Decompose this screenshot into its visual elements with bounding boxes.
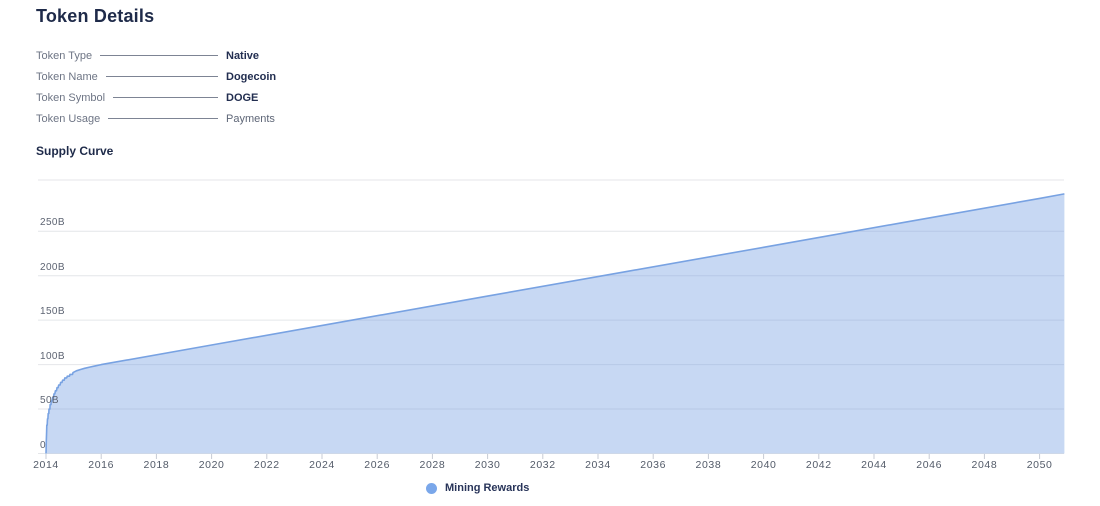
y-axis-label: 200B [40, 261, 65, 273]
y-axis-label: 50B [40, 395, 59, 407]
x-axis-label: 2030 [474, 459, 501, 471]
chart-legend[interactable]: Mining Rewards [426, 482, 529, 494]
legend-label: Mining Rewards [445, 482, 530, 494]
detail-label: Token Name [36, 70, 98, 83]
x-axis-label: 2026 [364, 459, 391, 471]
x-axis-label: 2032 [529, 459, 556, 471]
x-axis-label: 2022 [253, 459, 280, 471]
detail-row-token-usage: Token Usage Payments [36, 108, 376, 129]
y-axis-label: 250B [40, 217, 65, 229]
supply-area[interactable] [46, 193, 1065, 454]
x-axis-label: 2024 [309, 459, 335, 471]
detail-label: Token Usage [36, 112, 101, 125]
leader-line [100, 55, 218, 56]
y-axis-label: 0 [40, 439, 46, 451]
detail-row-token-type: Token Type Native [36, 45, 376, 66]
x-axis-label: 2014 [33, 459, 59, 471]
detail-value: Dogecoin [226, 70, 277, 83]
detail-label: Token Type [36, 49, 93, 62]
detail-value: Native [226, 49, 260, 62]
x-axis-label: 2018 [143, 459, 170, 471]
supply-line [45, 193, 1065, 454]
leader-line [108, 118, 218, 119]
x-axis-label: 2038 [695, 459, 722, 471]
x-axis-label: 2036 [640, 459, 667, 471]
x-axis-label: 2020 [198, 459, 225, 471]
detail-value: DOGE [226, 91, 259, 104]
x-axis-label: 2034 [585, 459, 611, 471]
x-axis-label: 2048 [971, 459, 998, 471]
leader-line [105, 76, 218, 77]
legend-dot-icon [426, 482, 437, 494]
x-axis-label: 2050 [1026, 459, 1053, 471]
detail-row-token-name: Token Name Dogecoin [36, 66, 376, 87]
detail-value: Payments [226, 112, 275, 125]
detail-label: Token Symbol [36, 91, 106, 104]
page-title: Token Details [36, 6, 155, 26]
y-axis-label: 150B [40, 306, 65, 318]
leader-line [113, 97, 218, 98]
x-axis-label: 2028 [419, 459, 446, 471]
x-axis-label: 2042 [805, 459, 832, 471]
token-details-list: Token Type Native Token Name Dogecoin To… [36, 45, 376, 129]
x-axis-label: 2040 [750, 459, 777, 471]
x-axis-label: 2016 [88, 459, 115, 471]
detail-row-token-symbol: Token Symbol DOGE [36, 87, 376, 108]
x-axis-label: 2044 [861, 459, 887, 471]
x-axis-label: 2046 [916, 459, 943, 471]
chart-title: Supply Curve [36, 144, 114, 158]
y-axis-label: 100B [40, 350, 65, 362]
chart-canvas [38, 179, 1065, 459]
